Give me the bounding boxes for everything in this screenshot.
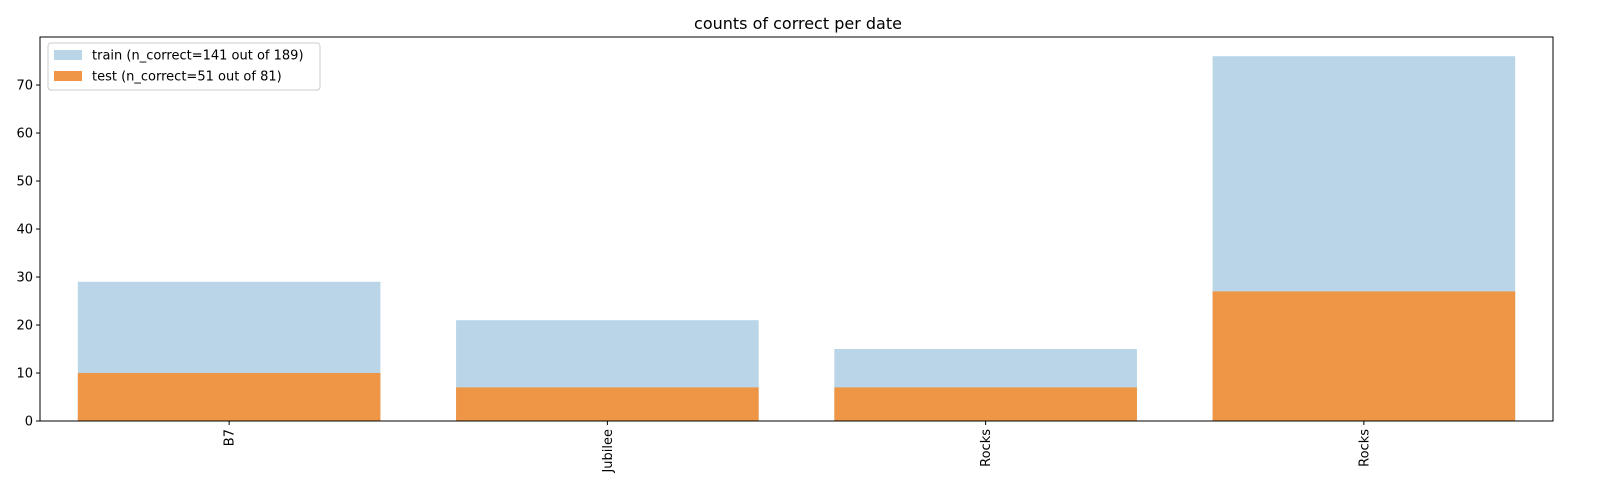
legend-label-1: test (n_correct=51 out of 81) [92, 70, 282, 85]
y-tick-label-7: 70 [16, 79, 33, 94]
series-1 [77, 291, 1516, 421]
y-tick-label-5: 50 [16, 175, 33, 190]
y-tick-label-1: 10 [16, 367, 33, 382]
chart-title: counts of correct per date [694, 14, 902, 33]
bar-series-1-0 [77, 373, 381, 421]
y-tick-label-3: 30 [16, 271, 33, 286]
legend-label-0: train (n_correct=141 out of 189) [92, 49, 304, 64]
y-tick-label-0: 0 [25, 415, 33, 430]
legend-swatch-1 [54, 71, 82, 81]
legend-swatch-0 [54, 50, 82, 60]
x-tick-label-2: Rocks [979, 429, 994, 467]
bar-series-1-1 [456, 387, 759, 421]
x-tick-label-1: Jubilee [601, 429, 616, 474]
bars-layer [77, 56, 1516, 421]
axes-layer: 0 10 20 30 40 50 60 70 B7 Jubilee Rocks Rocks [16, 36, 1554, 474]
y-tick-label-2: 20 [16, 319, 33, 334]
legend-box [47, 42, 321, 91]
bar-series-1-2 [834, 387, 1137, 421]
legend: train (n_correct=141 out of 189) test (n_… [47, 42, 321, 91]
x-tick-label-3: Rocks [1357, 429, 1372, 467]
y-tick-label-4: 40 [16, 223, 33, 238]
bar-series-1-3 [1212, 291, 1516, 421]
x-tick-label-0: B7 [223, 429, 238, 446]
y-tick-label-6: 60 [16, 127, 33, 142]
